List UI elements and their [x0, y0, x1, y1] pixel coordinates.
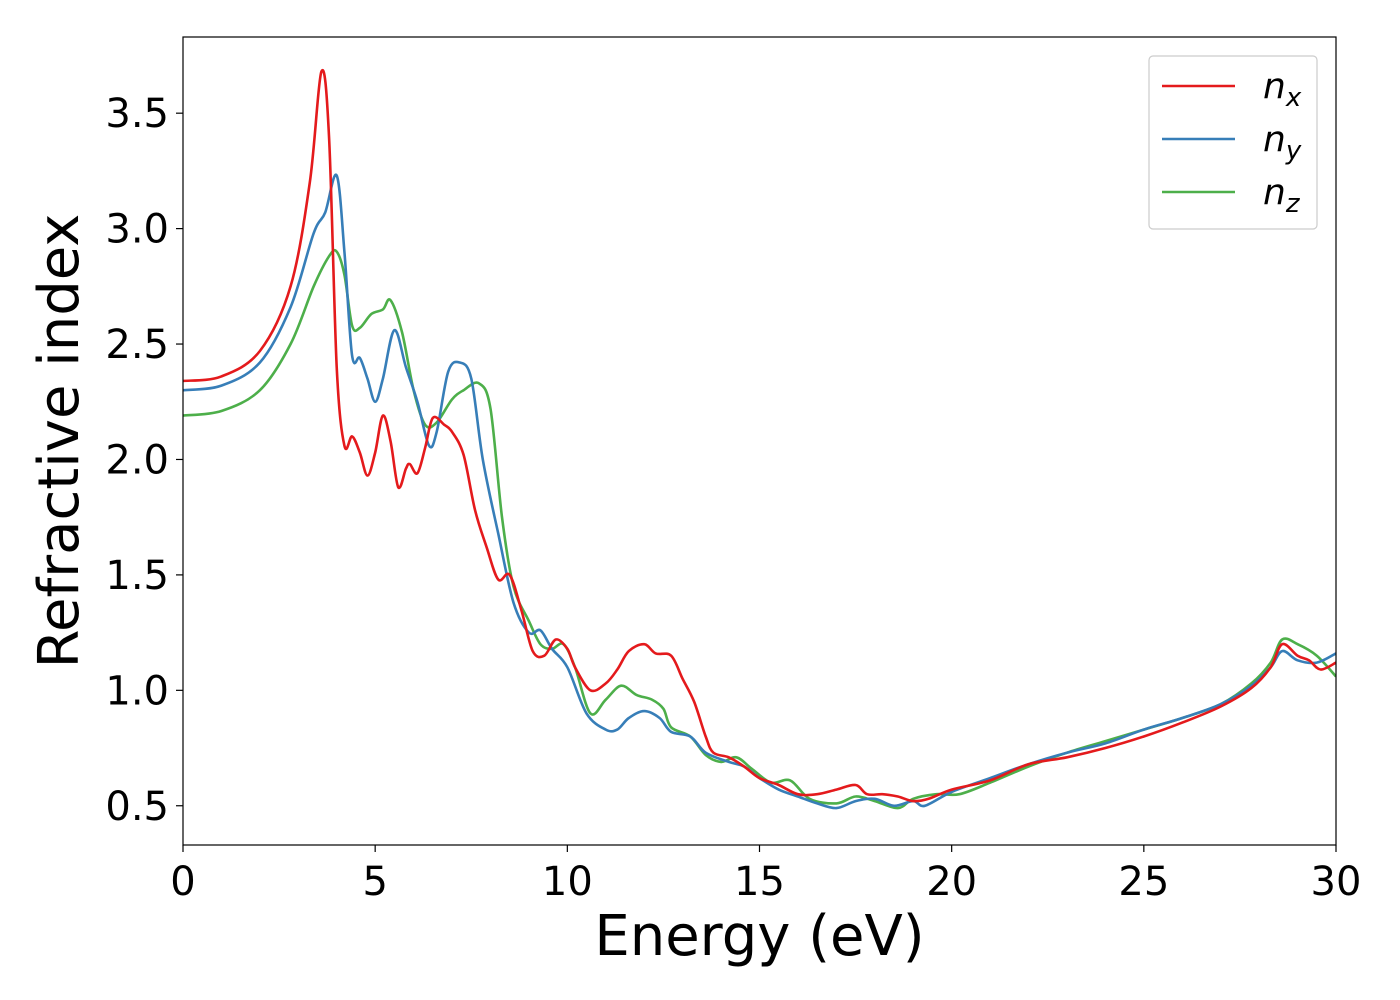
x-tick-label: 5	[362, 859, 387, 905]
y-tick-label: 2.0	[105, 437, 169, 483]
x-tick-label: 20	[926, 859, 977, 905]
y-tick-label: 3.5	[105, 91, 169, 137]
y-tick-label: 2.5	[105, 322, 169, 368]
series-line-nx	[183, 68, 1336, 803]
series-layer	[183, 68, 1336, 810]
x-tick-label: 30	[1311, 859, 1362, 905]
legend-box	[1148, 55, 1318, 230]
legend-label-nz: nz	[1263, 172, 1301, 219]
y-tick-label: 1.0	[105, 668, 169, 714]
x-tick-label: 25	[1118, 859, 1169, 905]
legend-label-nx: nx	[1263, 66, 1302, 113]
x-axis-ticks: 0 5 10 15 20 25 30	[170, 845, 1361, 905]
y-tick-label: 1.5	[105, 553, 169, 599]
legend: nx ny nz	[1148, 55, 1318, 230]
y-axis-ticks: 0.5 1.0 1.5 2.0 2.5 3.0 3.5	[105, 91, 183, 830]
y-tick-label: 0.5	[105, 784, 169, 830]
x-tick-label: 0	[170, 859, 195, 905]
y-tick-label: 3.0	[105, 207, 169, 253]
series-line-ny	[183, 173, 1336, 810]
legend-label-ny: ny	[1263, 119, 1302, 166]
y-axis-label: Refractive index	[27, 214, 92, 669]
x-tick-label: 10	[542, 859, 593, 905]
x-tick-label: 15	[734, 859, 785, 905]
x-axis-label: Energy (eV)	[594, 904, 924, 969]
